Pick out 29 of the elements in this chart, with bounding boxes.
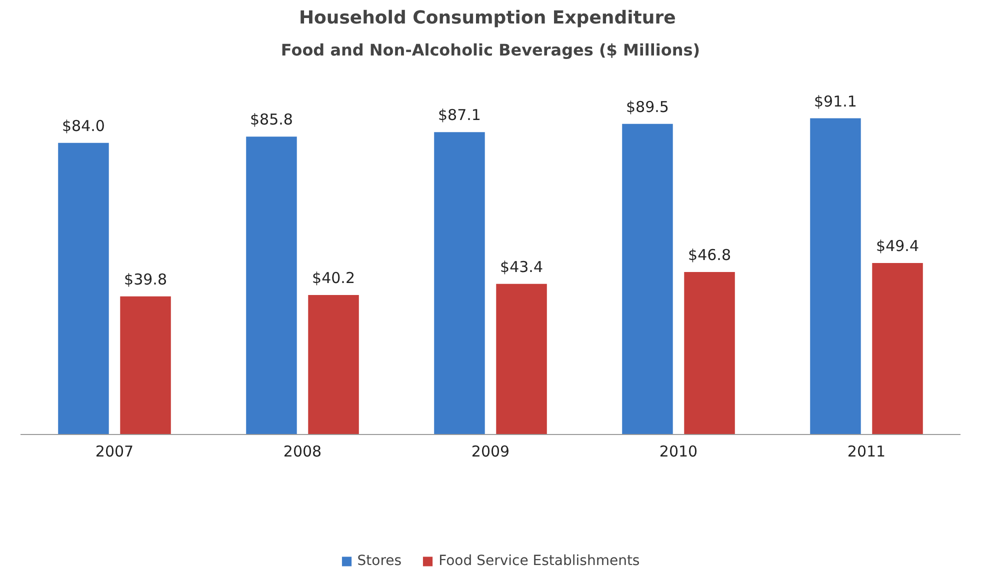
x-tick-label: 2007 <box>95 442 134 460</box>
legend-label: Stores <box>357 552 402 569</box>
bar <box>120 296 171 434</box>
bar <box>308 294 359 434</box>
bar <box>622 124 673 434</box>
x-tick-label: 2008 <box>283 442 322 460</box>
bar <box>810 118 861 434</box>
bar <box>434 132 485 434</box>
data-label: $84.0 <box>62 116 105 135</box>
bar <box>246 136 297 434</box>
data-label: $49.4 <box>876 237 919 256</box>
chart-subtitle: Food and Non-Alcoholic Beverages ($ Millions) <box>280 40 700 60</box>
legend-label: Food Service Establishments <box>438 552 640 569</box>
x-tick-label: 2009 <box>471 442 510 460</box>
x-tick-label: 2011 <box>847 442 886 460</box>
bar <box>496 284 547 434</box>
x-tick-label: 2010 <box>659 442 698 460</box>
data-label: $43.4 <box>500 258 543 276</box>
data-label: $89.5 <box>626 98 669 116</box>
bar <box>684 272 735 434</box>
data-label: $46.8 <box>688 246 731 264</box>
data-label: $91.1 <box>814 92 857 110</box>
chart-title: Household Consumption Expenditure <box>298 8 676 28</box>
data-label: $40.2 <box>312 268 355 287</box>
data-label: $87.1 <box>438 106 481 124</box>
data-label: $39.8 <box>124 270 167 288</box>
bar <box>58 142 109 434</box>
data-label: $85.8 <box>250 110 293 129</box>
bar <box>872 263 923 434</box>
